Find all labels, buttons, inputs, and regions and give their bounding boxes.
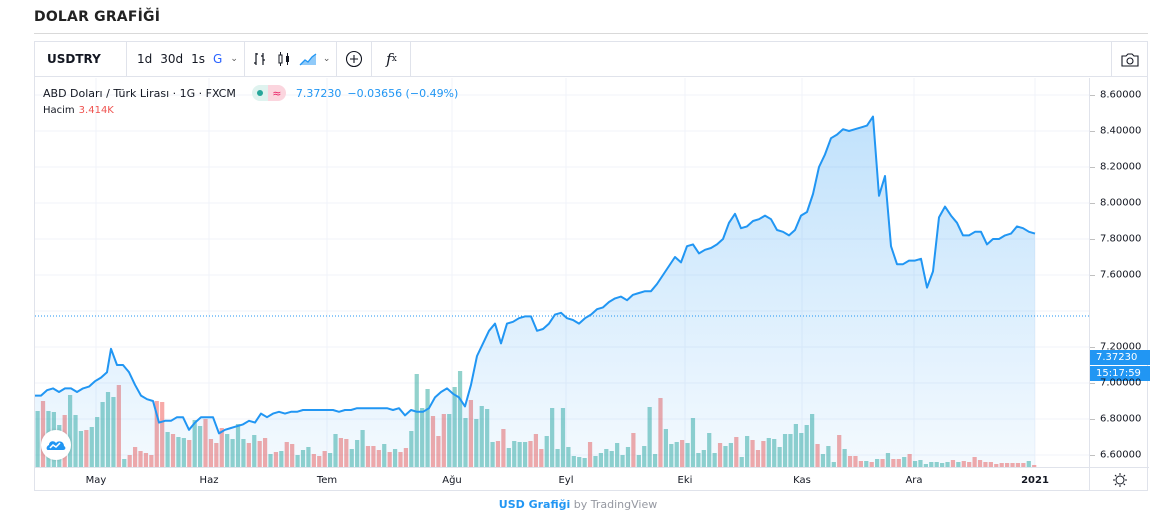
attribution-text: by TradingView bbox=[573, 498, 658, 511]
volume-label: Hacim bbox=[43, 105, 75, 116]
price-axis-label: 7.80000 bbox=[1100, 233, 1142, 245]
legend-price: 7.37230 bbox=[295, 86, 342, 100]
price-axis-label: 7.60000 bbox=[1100, 269, 1142, 281]
price-tick bbox=[1090, 455, 1095, 456]
price-axis-label: 6.60000 bbox=[1100, 449, 1142, 461]
title-divider bbox=[34, 33, 1148, 34]
series-legend: ABD Doları / Türk Lirası · 1G · FXCM ≈ 7… bbox=[43, 85, 458, 101]
camera-icon bbox=[1120, 52, 1139, 67]
time-axis-label: Tem bbox=[316, 475, 338, 486]
price-axis-label: 7.20000 bbox=[1100, 341, 1142, 353]
price-tick bbox=[1090, 239, 1095, 240]
price-tick bbox=[1090, 203, 1095, 204]
price-axis-label: 8.40000 bbox=[1100, 125, 1142, 137]
price-axis-label: 8.60000 bbox=[1100, 89, 1142, 101]
time-axis[interactable]: May Haz Tem Ağu Eyl Eki Kas Ara 2021 bbox=[35, 467, 1089, 491]
chart-style-group: ⌄ bbox=[245, 42, 338, 76]
time-axis-label: Ara bbox=[905, 475, 923, 486]
price-tick bbox=[1090, 419, 1095, 420]
price-tick bbox=[1090, 347, 1095, 348]
interval-1s-button[interactable]: 1s bbox=[191, 52, 206, 66]
price-axis-label: 8.20000 bbox=[1100, 161, 1142, 173]
interval-30d-button[interactable]: 30d bbox=[160, 52, 184, 66]
countdown-tag: 15:17:59 bbox=[1090, 366, 1150, 381]
time-axis-label: Ağu bbox=[442, 475, 462, 486]
time-axis-label: Kas bbox=[793, 475, 811, 486]
legend-change: −0.03656 (−0.49%) bbox=[347, 86, 459, 100]
interval-g-button[interactable]: G bbox=[213, 52, 223, 66]
tradingview-logo-button[interactable] bbox=[41, 430, 71, 460]
time-axis-label: Eyl bbox=[558, 475, 574, 486]
price-axis-label: 7.00000 bbox=[1100, 377, 1142, 389]
price-tick bbox=[1090, 95, 1095, 96]
interval-1d-button[interactable]: 1d bbox=[137, 52, 153, 66]
price-tick bbox=[1090, 131, 1095, 132]
price-tick bbox=[1090, 383, 1095, 384]
tradingview-logo-icon bbox=[46, 441, 66, 450]
chart-settings-button[interactable] bbox=[1089, 467, 1149, 491]
screenshot-button[interactable] bbox=[1111, 42, 1147, 77]
attribution-footer: USD Grafiği by TradingView bbox=[0, 498, 1156, 511]
symbol-search-button[interactable]: USDTRY bbox=[35, 42, 127, 76]
chevron-down-icon[interactable]: ⌄ bbox=[322, 54, 331, 64]
chart-plot-area[interactable]: ABD Doları / Türk Lirası · 1G · FXCM ≈ 7… bbox=[35, 78, 1089, 467]
price-tick bbox=[1090, 275, 1095, 276]
time-axis-label: Haz bbox=[199, 475, 219, 486]
chevron-down-icon[interactable]: ⌄ bbox=[230, 54, 238, 64]
price-tick bbox=[1090, 167, 1095, 168]
interval-group: 1d 30d 1s G ⌄ bbox=[127, 42, 245, 76]
time-axis-label: May bbox=[85, 475, 107, 486]
add-compare-icon[interactable] bbox=[345, 50, 363, 68]
series-name: ABD Doları / Türk Lirası · 1G · FXCM bbox=[43, 86, 236, 100]
current-price-tag: 7.37230 bbox=[1090, 350, 1150, 365]
candles-icon[interactable] bbox=[275, 50, 293, 68]
time-axis-label: 2021 bbox=[1021, 475, 1049, 486]
price-axis-label: 8.00000 bbox=[1100, 197, 1142, 209]
price-axis[interactable]: 7.37230 15:17:59 8.60000 8.40000 8.20000 8.… bbox=[1089, 78, 1150, 467]
bars-icon[interactable] bbox=[251, 50, 269, 68]
market-status-badge[interactable]: ≈ bbox=[251, 85, 286, 101]
compare-group bbox=[337, 42, 373, 76]
area-chart-icon[interactable] bbox=[299, 50, 317, 68]
gear-icon bbox=[1112, 472, 1127, 487]
price-axis-label: 6.80000 bbox=[1100, 413, 1142, 425]
usd-chart-link[interactable]: USD Grafiği bbox=[498, 498, 571, 511]
page-title: DOLAR GRAFİĞİ bbox=[34, 9, 161, 25]
volume-value: 3.414K bbox=[78, 105, 114, 116]
time-axis-label: Eki bbox=[677, 475, 693, 486]
volume-legend: Hacim 3.414K bbox=[43, 105, 114, 116]
